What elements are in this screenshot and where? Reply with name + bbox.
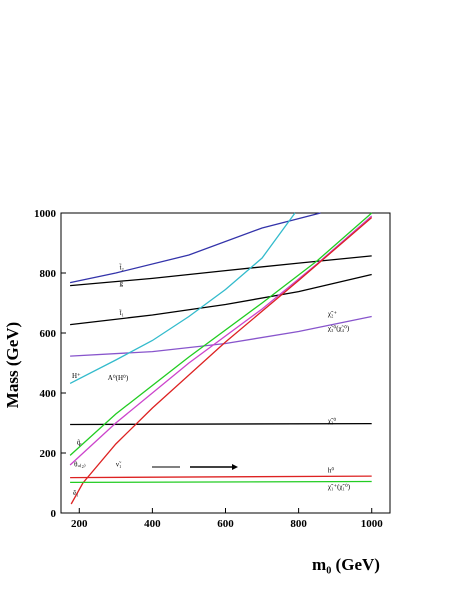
x-axis-title: m₀ (GeV) [312,555,380,574]
y-tick-label: 600 [40,328,57,340]
series-line-s-c2 [70,315,372,357]
annotation-c2pm: χ̃₂⁺ [328,310,338,318]
arrow-head [232,464,238,470]
series-line-s-neut [70,422,372,426]
annotation-e1: ẽ₁ [73,489,79,497]
annotation-c34: χ̃₃⁰(χ̃₄⁰) [328,325,350,333]
x-tick-label: 800 [290,518,307,530]
y-tick-label: 800 [40,268,57,280]
x-tick-label: 400 [144,518,161,530]
annotation-g: g̃ [119,280,123,288]
series-line-s-t1 [70,273,372,326]
annotation-A: A⁰(H⁰) [108,374,129,382]
annotation-t2: t̃₂ [119,263,124,271]
series-line-s-h [70,475,372,479]
x-tick-label: 1000 [361,518,384,530]
series-group [69,212,373,505]
annotation-c20: χ̃₂⁰ [328,417,337,425]
y-axis-title: Mass (GeV) [3,322,22,408]
x-tick-label: 600 [217,518,234,530]
series-line-s-q [69,212,373,456]
annotation-nu: ν̃₁ [116,461,122,469]
series-line-s-t2 [69,212,321,284]
series-line-s-chi1 [70,480,372,484]
series-line-s-H [69,212,296,384]
y-tick-label: 0 [51,508,57,520]
x-tick-label: 200 [71,518,88,530]
annotation-H: H⁺ [72,372,81,380]
annotation-q: q̃ᵣ [77,439,83,447]
annotations-group: t̃₂ g̃ t̃₁ χ̃₂⁺ χ̃₃⁰(χ̃₄⁰) H⁺ A⁰(H⁰) χ̃₂⁰ q̃ᵣ θᵤ₍… [72,263,351,497]
y-tick-label: 200 [40,448,57,460]
series-line-s-g [70,255,372,287]
y-tick-label: 400 [40,388,57,400]
annotation-t1: t̃₁ [119,309,124,317]
y-tick-label: 1000 [34,208,57,220]
annotation-theta: θᵤ₍₂₎ [74,461,86,469]
axis-ticks: 200 400 600 800 1000 0 200 400 600 800 1000 [34,208,383,530]
annotation-h0: h⁰ [328,467,335,475]
annotation-c1: χ̃₁⁺(χ̃₁⁰) [328,483,351,491]
